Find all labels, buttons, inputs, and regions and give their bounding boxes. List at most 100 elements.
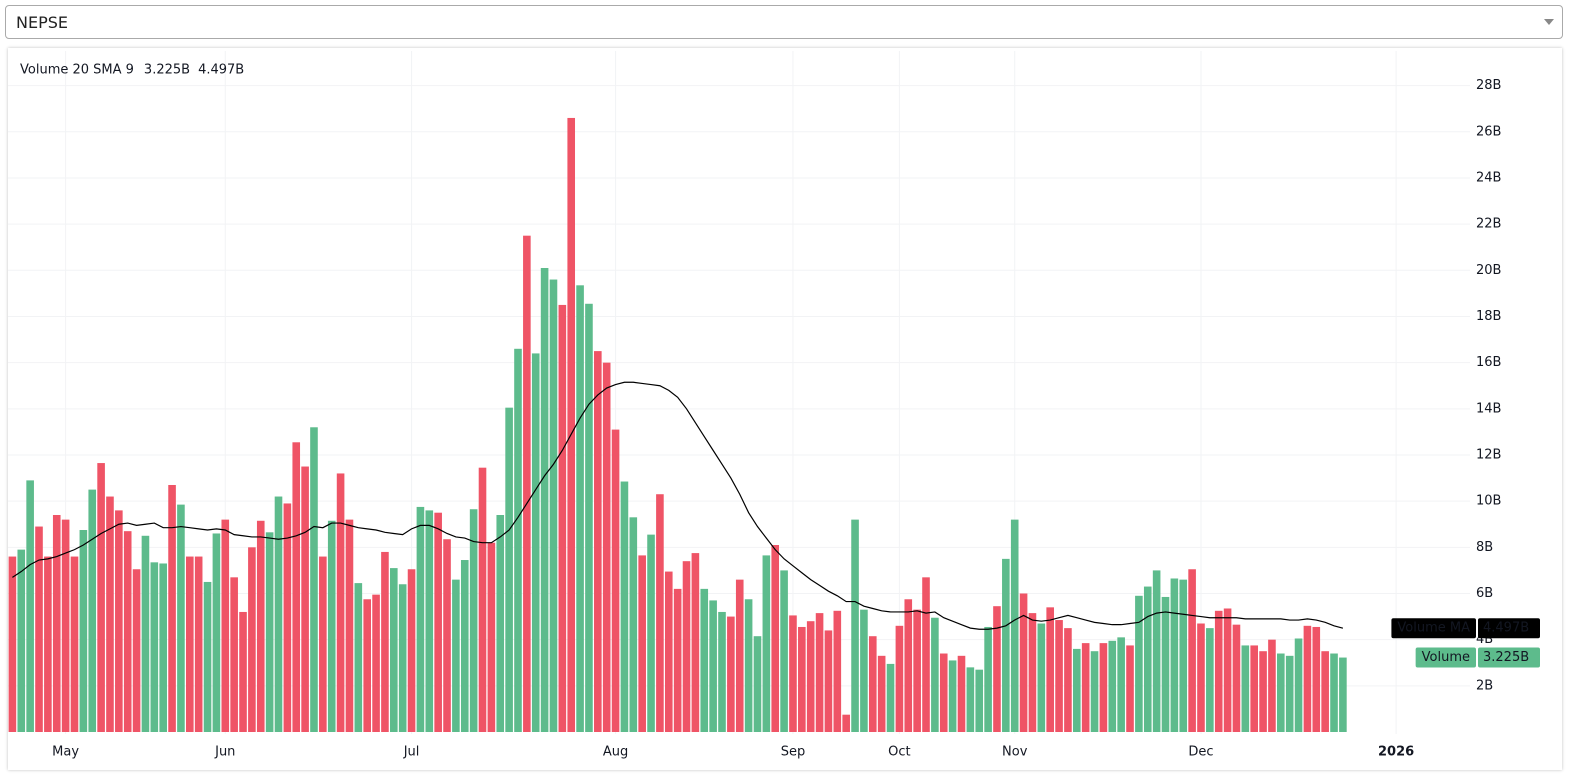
volume-bar [478, 467, 487, 732]
volume-bar [957, 655, 966, 732]
volume-bar [363, 599, 371, 732]
volume-bar [594, 351, 602, 732]
volume-bar [656, 494, 664, 732]
volume-bar [922, 577, 930, 732]
volume-bar [1223, 608, 1232, 732]
volume-bar [97, 463, 105, 732]
volume-bar [407, 569, 416, 732]
volume-bar [212, 533, 221, 732]
volume-bar [1303, 625, 1312, 732]
volume-bar [824, 630, 833, 732]
volume-bar [673, 588, 682, 732]
volume-bar [1250, 645, 1258, 732]
volume-bar [877, 655, 886, 732]
volume-bar [540, 267, 549, 732]
volume-bar [833, 610, 842, 732]
volume-bar [629, 517, 638, 732]
volume-bar [443, 539, 451, 732]
volume-bar [549, 279, 558, 732]
volume-bar [1117, 637, 1125, 732]
legend-value: 4.497B [198, 63, 244, 78]
volume-bar [1321, 651, 1329, 732]
symbol-value: NEPSE [16, 13, 68, 32]
volume-bar [771, 545, 780, 732]
last-value: 3.225B [1483, 650, 1529, 665]
volume-bar [727, 616, 735, 732]
volume-bar [1277, 653, 1285, 732]
volume-bar [61, 519, 70, 732]
value-bg [1478, 618, 1540, 639]
volume-bar [1268, 639, 1276, 732]
volume-bar [1081, 643, 1090, 732]
volume-bar [806, 621, 815, 732]
volume-bar [700, 588, 709, 732]
volume-bar [381, 551, 389, 732]
x-tick-label: Aug [603, 745, 628, 760]
y-tick-label: 20B [1476, 263, 1501, 278]
volume-bar [1170, 578, 1179, 732]
volume-bar [248, 547, 256, 732]
volume-bar [194, 556, 203, 732]
volume-bar [434, 512, 442, 732]
last-value: 4.497B [1483, 621, 1529, 636]
volume-bar [1188, 569, 1196, 732]
x-tick-label: Oct [888, 745, 910, 760]
volume-bar [115, 510, 123, 732]
volume-bar [558, 304, 567, 732]
volume-bar [1037, 623, 1046, 732]
volume-bar [1046, 607, 1054, 732]
volume-bar [1161, 596, 1170, 732]
y-tick-label: 14B [1476, 401, 1501, 416]
volume-bar [469, 509, 478, 732]
y-tick-label: 16B [1476, 355, 1501, 370]
volume-bar [1108, 640, 1117, 732]
volume-bar [691, 553, 700, 732]
legend-value: 3.225B [144, 63, 190, 78]
volume-bar [460, 560, 469, 732]
volume-bar [274, 496, 283, 732]
volume-bar [390, 568, 398, 732]
volume-bar [744, 599, 753, 732]
x-tick-label: Jul [403, 745, 420, 760]
volume-bar [310, 427, 318, 732]
volume-bar [327, 520, 336, 732]
volume-bar [398, 584, 407, 732]
volume-bar [1055, 620, 1063, 732]
y-tick-label: 6B [1476, 586, 1493, 601]
last-value-box: Volume 3.225B [1415, 647, 1540, 668]
volume-bar [301, 466, 309, 732]
volume-bar [638, 555, 646, 732]
volume-bar [336, 473, 345, 732]
y-tick-label: 8B [1476, 540, 1493, 555]
x-tick-label: Jun [214, 745, 235, 760]
volume-bar [931, 617, 939, 732]
y-tick-label: 28B [1476, 78, 1501, 93]
last-value-box: Volume MA 4.497B [1391, 618, 1540, 639]
volume-bar [106, 496, 114, 732]
volume-bar [221, 519, 230, 732]
volume-bar [1073, 648, 1081, 732]
volume-bar [265, 532, 274, 732]
volume-bar [79, 530, 88, 732]
volume-bar [1241, 645, 1250, 732]
volume-bar [904, 599, 913, 732]
volume-bar [70, 556, 79, 732]
volume-bar [1330, 653, 1338, 732]
last-value-name: Volume [1422, 650, 1470, 665]
volume-bar [239, 611, 247, 732]
volume-bar [993, 606, 1001, 732]
symbol-select[interactable]: NEPSE [5, 5, 1563, 39]
volume-bar [709, 600, 717, 732]
volume-bar [1232, 624, 1241, 732]
x-tick-label: Dec [1188, 745, 1213, 760]
volume-bar [1214, 610, 1223, 732]
volume-bar [1206, 628, 1214, 732]
volume-bar [753, 636, 762, 732]
y-tick-label: 10B [1476, 494, 1501, 509]
volume-bar [150, 562, 159, 732]
volume-bar [860, 609, 868, 732]
volume-bar [141, 535, 150, 732]
volume-bar [842, 714, 850, 732]
volume-bar [798, 626, 806, 732]
chart-panel: 2B 4B 6B 8B 10B 12B 14B 16B 18B 20B 22B 24B 26B 28B Ma… [8, 48, 1562, 770]
